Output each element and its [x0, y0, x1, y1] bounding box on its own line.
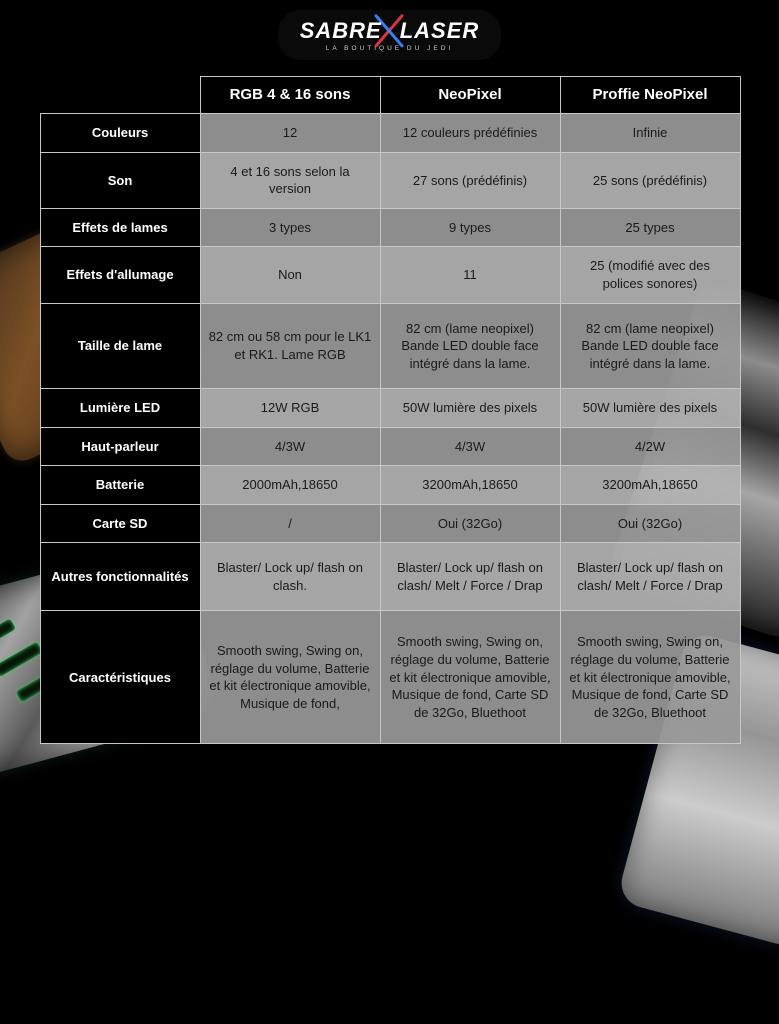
table-cell: Oui (32Go) — [560, 504, 740, 543]
table-cell: 27 sons (prédéfinis) — [380, 152, 560, 208]
logo-container: SABRE LASER LA BOUTIQUE DU JEDI — [0, 0, 779, 76]
table-cell: 3200mAh,18650 — [560, 466, 740, 505]
table-row: Carte SD/Oui (32Go)Oui (32Go) — [40, 504, 740, 543]
table-cell: Smooth swing, Swing on, réglage du volum… — [560, 611, 740, 744]
col-header: Proffie NeoPixel — [560, 77, 740, 114]
table-cell: 12W RGB — [200, 389, 380, 428]
row-label: Taille de lame — [40, 303, 200, 389]
table-cell: 3 types — [200, 208, 380, 247]
table-cell: Blaster/ Lock up/ flash on clash. — [200, 543, 380, 611]
table-cell: 25 (modifié avec des polices sonores) — [560, 247, 740, 303]
table-corner-cell — [40, 77, 200, 114]
table-cell: 2000mAh,18650 — [200, 466, 380, 505]
table-row: Lumière LED12W RGB50W lumière des pixels… — [40, 389, 740, 428]
row-label: Carte SD — [40, 504, 200, 543]
table-cell: Smooth swing, Swing on, réglage du volum… — [380, 611, 560, 744]
table-cell: Non — [200, 247, 380, 303]
table-cell: 4/2W — [560, 427, 740, 466]
brand-logo: SABRE LASER LA BOUTIQUE DU JEDI — [278, 10, 502, 60]
table-row: Autres fonctionnalitésBlaster/ Lock up/ … — [40, 543, 740, 611]
table-cell: 82 cm ou 58 cm pour le LK1 et RK1. Lame … — [200, 303, 380, 389]
table-row: Haut-parleur4/3W4/3W4/2W — [40, 427, 740, 466]
table-cell: 12 — [200, 114, 380, 153]
comparison-table-container: RGB 4 & 16 sons NeoPixel Proffie NeoPixe… — [40, 76, 740, 744]
table-row: Son4 et 16 sons selon la version27 sons … — [40, 152, 740, 208]
table-row: Effets de lames3 types9 types25 types — [40, 208, 740, 247]
row-label: Batterie — [40, 466, 200, 505]
table-cell: 82 cm (lame neopixel) Bande LED double f… — [380, 303, 560, 389]
row-label: Son — [40, 152, 200, 208]
row-label: Lumière LED — [40, 389, 200, 428]
table-cell: / — [200, 504, 380, 543]
col-header: NeoPixel — [380, 77, 560, 114]
table-header-row: RGB 4 & 16 sons NeoPixel Proffie NeoPixe… — [40, 77, 740, 114]
table-cell: 4/3W — [200, 427, 380, 466]
row-label: Effets d'allumage — [40, 247, 200, 303]
table-cell: Oui (32Go) — [380, 504, 560, 543]
table-cell: 4 et 16 sons selon la version — [200, 152, 380, 208]
table-row: Taille de lame82 cm ou 58 cm pour le LK1… — [40, 303, 740, 389]
row-label: Effets de lames — [40, 208, 200, 247]
table-cell: 3200mAh,18650 — [380, 466, 560, 505]
table-cell: 9 types — [380, 208, 560, 247]
table-cell: 12 couleurs prédéfinies — [380, 114, 560, 153]
row-label: Haut-parleur — [40, 427, 200, 466]
row-label: Couleurs — [40, 114, 200, 153]
table-cell: 25 types — [560, 208, 740, 247]
table-cell: 11 — [380, 247, 560, 303]
table-cell: Blaster/ Lock up/ flash on clash/ Melt /… — [560, 543, 740, 611]
logo-word-2: LASER — [400, 18, 480, 43]
logo-word-1: SABRE — [300, 18, 382, 43]
table-row: CaractéristiquesSmooth swing, Swing on, … — [40, 611, 740, 744]
comparison-table: RGB 4 & 16 sons NeoPixel Proffie NeoPixe… — [40, 76, 741, 744]
table-cell: 50W lumière des pixels — [380, 389, 560, 428]
table-cell: Infinie — [560, 114, 740, 153]
col-header: RGB 4 & 16 sons — [200, 77, 380, 114]
table-cell: Smooth swing, Swing on, réglage du volum… — [200, 611, 380, 744]
table-cell: 4/3W — [380, 427, 560, 466]
logo-tagline: LA BOUTIQUE DU JEDI — [300, 45, 480, 52]
table-cell: 82 cm (lame neopixel) Bande LED double f… — [560, 303, 740, 389]
table-row: Batterie2000mAh,186503200mAh,186503200mA… — [40, 466, 740, 505]
table-cell: Blaster/ Lock up/ flash on clash/ Melt /… — [380, 543, 560, 611]
table-row: Effets d'allumageNon1125 (modifié avec d… — [40, 247, 740, 303]
table-row: Couleurs1212 couleurs prédéfiniesInfinie — [40, 114, 740, 153]
row-label: Caractéristiques — [40, 611, 200, 744]
row-label: Autres fonctionnalités — [40, 543, 200, 611]
table-cell: 50W lumière des pixels — [560, 389, 740, 428]
table-cell: 25 sons (prédéfinis) — [560, 152, 740, 208]
